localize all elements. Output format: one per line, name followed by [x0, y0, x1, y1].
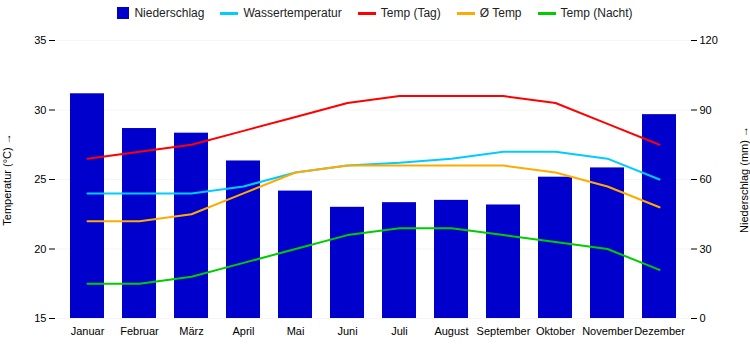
svg-text:November: November [582, 325, 633, 337]
svg-text:Januar: Januar [71, 325, 105, 337]
svg-text:30: 30 [700, 243, 712, 255]
svg-text:April: April [232, 325, 254, 337]
svg-text:Februar: Februar [120, 325, 159, 337]
svg-text:Juni: Juni [337, 325, 357, 337]
svg-text:Temperatur (°C) →: Temperatur (°C) → [1, 133, 13, 225]
svg-text:90: 90 [700, 104, 712, 116]
html-text:Temp (Nacht): Temp (Nacht) [560, 6, 633, 20]
svg-text:25: 25 [34, 173, 46, 185]
html-text:Ø Temp: Ø Temp [479, 6, 522, 20]
svg-text:30: 30 [34, 104, 46, 116]
html-text:Temp (Tag): Temp (Tag) [380, 6, 441, 20]
svg-text:Mai: Mai [287, 325, 305, 337]
svg-text:August: August [434, 325, 468, 337]
svg-text:120: 120 [700, 34, 718, 46]
svg-text:März: März [179, 325, 203, 337]
svg-text:20: 20 [34, 243, 46, 255]
svg-text:Niederschlag (mm) →: Niederschlag (mm) → [738, 126, 750, 233]
svg-text:0: 0 [700, 312, 706, 324]
html-text:Wassertemperatur: Wassertemperatur [243, 6, 342, 20]
html-text:Niederschlag: Niederschlag [134, 6, 205, 20]
svg-text:Juli: Juli [391, 325, 408, 337]
svg-text:60: 60 [700, 173, 712, 185]
svg-text:September: September [477, 325, 531, 337]
svg-text:35: 35 [34, 34, 46, 46]
svg-text:Oktober: Oktober [536, 325, 575, 337]
svg-text:15: 15 [34, 312, 46, 324]
svg-text:Dezember: Dezember [634, 325, 685, 337]
